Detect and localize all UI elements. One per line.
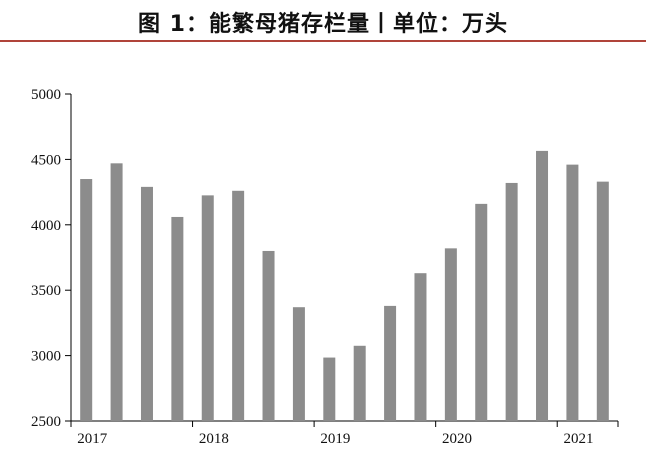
bar (536, 150, 549, 421)
x-tick-label: 2021 (563, 431, 593, 447)
x-tick-label: 2020 (442, 431, 472, 447)
bar (505, 182, 518, 421)
bar (475, 203, 488, 421)
y-tick-label: 4500 (31, 152, 61, 168)
bar (262, 250, 275, 421)
title-rule (0, 40, 646, 42)
y-tick-label: 3500 (31, 283, 61, 299)
bar (292, 307, 305, 421)
bar (80, 179, 93, 421)
bar (384, 305, 397, 421)
bars (80, 150, 609, 421)
x-tick-label: 2017 (77, 431, 108, 447)
bar (171, 216, 184, 421)
bar (353, 345, 366, 421)
bar (414, 273, 427, 421)
x-tick-label: 2018 (199, 431, 229, 447)
y-axis: 2500 3000 3500 4000 4500 5000 (31, 87, 72, 430)
bar (110, 163, 123, 421)
bar (323, 357, 336, 421)
y-tick-label: 2500 (31, 414, 61, 430)
y-tick-label: 5000 (31, 87, 61, 103)
x-axis: 2017 2018 2019 2020 2021 (70, 420, 619, 447)
y-tick-label: 4000 (31, 218, 61, 234)
bar (566, 164, 579, 421)
bar (201, 195, 214, 421)
y-tick-label: 3000 (31, 349, 61, 365)
bar (444, 248, 457, 421)
bar (596, 181, 609, 421)
bar (140, 186, 153, 421)
bar (232, 190, 245, 421)
x-tick-label: 2019 (320, 431, 350, 447)
chart-title: 图 1：能繁母猪存栏量丨单位：万头 (138, 12, 508, 37)
